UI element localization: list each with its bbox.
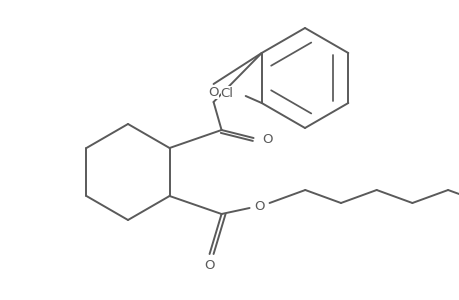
Text: O: O <box>254 200 264 212</box>
Text: O: O <box>208 85 218 98</box>
Text: O: O <box>262 134 272 146</box>
Text: Cl: Cl <box>220 86 233 100</box>
Text: O: O <box>204 260 214 272</box>
